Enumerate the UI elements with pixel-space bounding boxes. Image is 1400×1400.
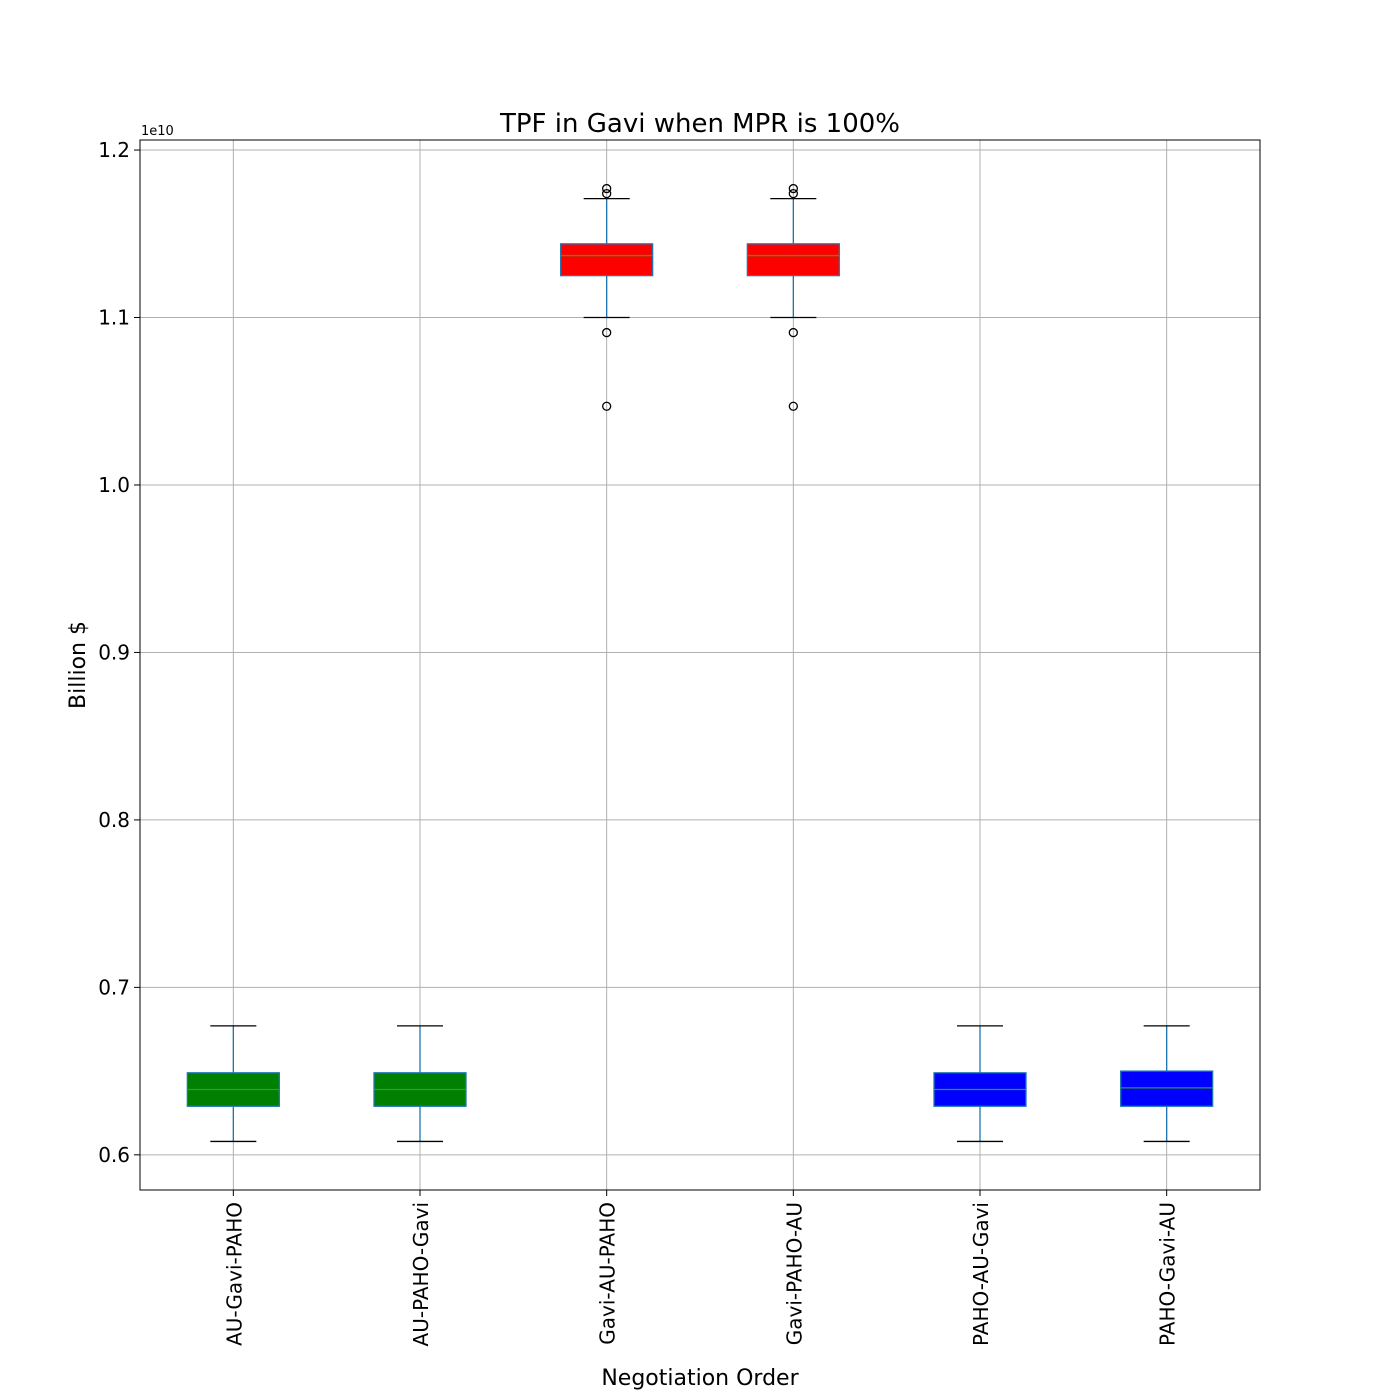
box-AU-PAHO-Gavi <box>373 1025 467 1143</box>
x-tick-label: Gavi-PAHO-AU <box>782 1202 806 1345</box>
x-tick-label: PAHO-Gavi-AU <box>1156 1202 1180 1346</box>
x-ticks: AU-Gavi-PAHO AU-PAHO-Gavi Gavi-AU-PAHO Gavi… <box>222 1190 1180 1346</box>
outlier-point <box>788 188 798 199</box>
box-iqr <box>1120 1070 1214 1107</box>
y-tick-label: 0.6 <box>98 1143 130 1167</box>
x-tick-label: AU-Gavi-PAHO <box>222 1202 246 1346</box>
box-Gavi-PAHO-AU <box>746 183 840 411</box>
x-tick-label: Gavi-AU-PAHO <box>596 1202 620 1345</box>
outlier-point <box>602 183 612 194</box>
outlier-point <box>788 401 798 411</box>
boxes <box>186 183 1214 1143</box>
grid-lines <box>140 140 1260 1190</box>
plot-frame <box>139 139 1261 1191</box>
y-tick-label: 1.0 <box>98 473 130 497</box>
y-axis-label: Billion $ <box>66 621 91 709</box>
chart-title: TPF in Gavi when MPR is 100% <box>499 109 900 139</box>
outlier-point <box>788 183 798 194</box>
box-iqr <box>560 243 654 277</box>
box-PAHO-AU-Gavi <box>933 1025 1027 1143</box>
outlier-point <box>602 327 612 338</box>
box-PAHO-Gavi-AU <box>1120 1025 1214 1143</box>
y-tick-label: 0.8 <box>98 808 130 832</box>
y-tick-label: 0.9 <box>98 640 130 664</box>
x-tick-label: PAHO-AU-Gavi <box>969 1202 993 1346</box>
y-ticks: 0.6 0.7 0.8 0.9 1.0 1.1 1.2 <box>98 138 140 1167</box>
y-tick-label: 1.2 <box>98 138 130 162</box>
box-Gavi-AU-PAHO <box>560 183 654 411</box>
x-tick-label: AU-PAHO-Gavi <box>409 1202 433 1346</box>
box-AU-Gavi-PAHO <box>186 1025 280 1143</box>
y-tick-label: 0.7 <box>98 975 130 999</box>
x-axis-label: Negotiation Order <box>601 1366 799 1391</box>
outlier-point <box>602 401 612 411</box>
outlier-point <box>602 188 612 199</box>
box-iqr <box>746 243 840 277</box>
outlier-point <box>788 327 798 338</box>
axis-offset-label: 1e10 <box>141 124 174 139</box>
y-tick-label: 1.1 <box>98 306 130 330</box>
